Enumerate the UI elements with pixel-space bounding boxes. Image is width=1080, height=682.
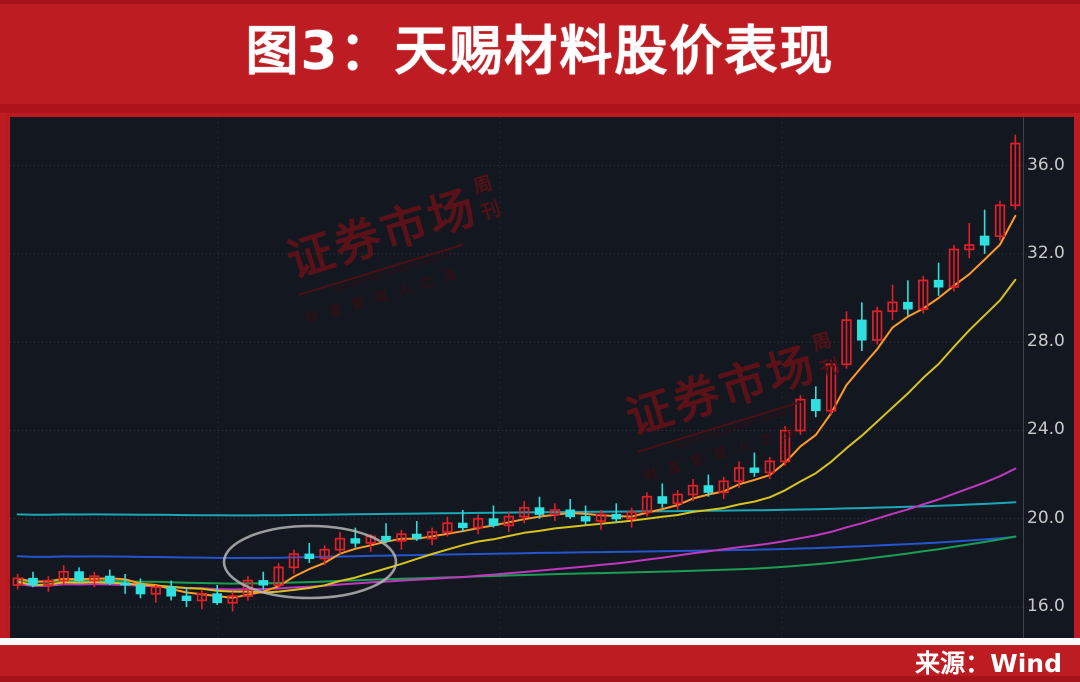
candlestick	[135, 578, 146, 599]
candlestick	[288, 549, 300, 574]
source-label: 来源：Wind	[915, 649, 1062, 678]
candlestick-chart[interactable]	[10, 117, 1080, 638]
y-axis-separator	[1023, 117, 1024, 638]
footer-band	[0, 645, 1080, 682]
candlestick	[811, 386, 821, 418]
candlestick	[672, 490, 683, 510]
candlestick	[488, 505, 499, 528]
candlestick	[580, 505, 591, 526]
candlestick	[381, 523, 391, 544]
candlestick	[150, 585, 161, 603]
candlestick	[887, 284, 898, 321]
candlestick	[964, 222, 975, 259]
candlestick	[120, 573, 130, 594]
ma-line-ma10	[16, 278, 1017, 594]
y-axis-tick-label: 28.0	[1027, 331, 1065, 352]
candlestick	[841, 311, 852, 369]
candlestick	[764, 456, 775, 480]
candlestick	[319, 545, 330, 566]
candlestick	[166, 580, 176, 601]
candlestick	[994, 200, 1006, 241]
highlight-ellipse	[222, 524, 398, 600]
candlestick	[872, 306, 883, 345]
top-rule	[0, 0, 1080, 4]
candlestick	[626, 507, 637, 528]
candlestick	[749, 452, 760, 477]
candlestick	[89, 571, 100, 588]
y-axis-labels: 16.0 20.0 24.0 28.0 32.0 36.0	[1027, 117, 1080, 638]
candlestick	[534, 496, 545, 519]
candlestick	[595, 509, 607, 530]
candlestick	[334, 532, 346, 555]
ma-line-ma250	[16, 501, 1017, 517]
candlestick	[825, 359, 837, 416]
candlestick	[979, 209, 990, 254]
candlestick	[703, 474, 714, 497]
candlestick	[503, 512, 514, 533]
ma-line-ma20	[16, 467, 1017, 591]
candlestick	[411, 520, 422, 541]
page-title: 图3：天赐材料股价表现	[245, 21, 835, 82]
candlestick	[196, 589, 208, 610]
candlestick	[442, 516, 453, 537]
candlestick	[857, 302, 867, 352]
y-axis-tick-label: 16.0	[1027, 596, 1065, 617]
ma-line-ma60	[16, 535, 1017, 585]
candlestick	[733, 461, 745, 488]
header-band-shade	[0, 104, 1080, 113]
footer-rule	[0, 676, 1080, 682]
candlestick	[472, 514, 484, 535]
candlestick	[396, 529, 407, 550]
candlestick	[258, 571, 269, 590]
candlestick	[718, 476, 729, 499]
candlestick	[212, 585, 222, 605]
y-axis-tick-label: 24.0	[1027, 419, 1065, 440]
candlestick	[933, 262, 944, 296]
stock-chart-panel[interactable]	[10, 117, 1080, 638]
left-margin	[0, 113, 6, 643]
candlestick	[565, 498, 576, 519]
candlestick	[28, 571, 38, 588]
candlestick	[641, 492, 653, 517]
candlestick	[58, 565, 69, 586]
y-axis-tick-label: 20.0	[1027, 507, 1065, 528]
y-axis-tick-label: 32.0	[1027, 242, 1065, 263]
candlestick	[795, 395, 806, 435]
y-axis-tick-label: 36.0	[1027, 154, 1065, 175]
candlestick	[519, 501, 530, 524]
candlestick	[657, 483, 668, 508]
ma-line-ma5	[16, 214, 1017, 599]
ma-line-ma120	[16, 535, 1017, 559]
candlestick	[918, 275, 929, 314]
candlestick	[687, 479, 699, 502]
candlestick	[611, 503, 622, 524]
candlestick	[181, 587, 192, 608]
candlestick	[12, 573, 23, 590]
candlestick	[273, 562, 284, 588]
candlestick	[1010, 134, 1021, 210]
candlestick	[948, 245, 960, 292]
candlestick	[458, 509, 468, 533]
right-margin	[1074, 113, 1080, 643]
candlestick	[903, 280, 913, 316]
candlestick	[549, 503, 561, 521]
candlestick	[304, 543, 315, 563]
candlestick	[105, 569, 115, 586]
candlestick	[227, 591, 238, 612]
candlestick	[74, 567, 84, 583]
footer-divider	[0, 638, 1080, 645]
candlestick	[426, 527, 438, 546]
candlestick	[43, 576, 54, 592]
header-band	[0, 4, 1080, 112]
